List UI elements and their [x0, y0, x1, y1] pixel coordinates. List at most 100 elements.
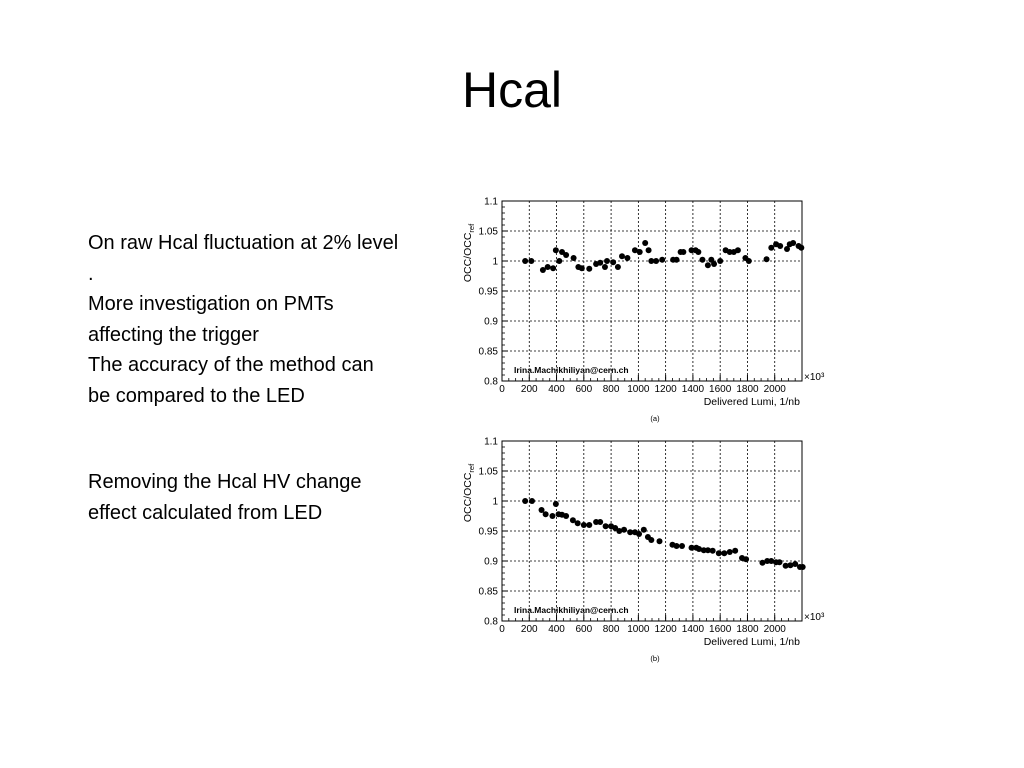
y-tick-label: 0.8	[484, 617, 498, 628]
data-point	[784, 246, 790, 252]
data-point	[640, 526, 647, 533]
y-tick-label: 1.1	[484, 437, 498, 448]
x-tick-label: 0	[499, 384, 505, 395]
y-tick-label: 0.95	[479, 287, 499, 298]
data-point	[798, 244, 805, 251]
text-line: On raw Hcal fluctuation at 2% level	[88, 232, 399, 254]
text-line: .	[88, 262, 94, 285]
data-point	[539, 267, 546, 273]
data-point	[776, 559, 783, 566]
x-tick-label: 1400	[682, 384, 705, 395]
y-tick-label: 1.05	[479, 467, 499, 478]
y-tick-label: 1.05	[479, 227, 499, 238]
x-multiplier: ×10³	[804, 372, 825, 383]
y-tick-label: 0.8	[484, 377, 498, 388]
data-point	[711, 261, 718, 267]
x-tick-label: 0	[499, 624, 505, 635]
data-point	[704, 262, 711, 269]
x-axis-label: Delivered Lumi, 1/nb	[704, 636, 800, 648]
x-tick-label: 1400	[682, 624, 705, 635]
data-point	[563, 252, 570, 258]
data-point	[673, 543, 680, 549]
x-tick-label: 2000	[764, 624, 787, 635]
x-tick-label: 2000	[764, 384, 787, 395]
data-point	[695, 249, 702, 255]
data-point	[552, 501, 559, 507]
scatter-plot: 0 200 400 600 800 1000 1200 1400 1600 1800 2000 0.8…	[462, 197, 825, 424]
data-points	[522, 498, 806, 570]
x-multiplier: ×10³	[804, 612, 825, 623]
y-axis: 0.8 0.85 0.9 0.95 1 1.05 1.1	[479, 197, 508, 388]
text-block-1: On raw Hcal fluctuation at 2% level . Mo…	[88, 228, 458, 411]
data-point	[627, 529, 634, 536]
data-point	[549, 513, 556, 519]
slide-title: Hcal	[461, 62, 563, 118]
data-point	[759, 559, 766, 566]
text-block-2: Removing the Hcal HV change effect calcu…	[88, 467, 458, 528]
data-point	[642, 240, 649, 246]
data-point	[601, 264, 608, 270]
data-point	[704, 547, 711, 554]
x-tick-label: 1600	[709, 624, 732, 635]
data-point	[528, 258, 535, 264]
data-point	[586, 522, 593, 528]
x-axis: 0 200 400 600 800 1000 1200 1400 1600 1800 2000	[499, 375, 796, 395]
data-point	[522, 498, 529, 504]
data-point	[696, 546, 703, 552]
data-point	[604, 258, 610, 264]
plot-a: 0 200 400 600 800 1000 1200 1400 1600 1800 2000 0.8…	[455, 188, 835, 428]
data-point	[614, 264, 621, 270]
text-line: The accuracy of the method can	[88, 354, 374, 376]
y-axis: 0.8 0.85 0.9 0.95 1 1.05 1.1	[479, 437, 508, 628]
data-point	[580, 522, 587, 528]
data-point	[619, 253, 625, 260]
data-point	[734, 247, 741, 254]
data-point	[636, 249, 643, 255]
data-point	[542, 511, 549, 518]
x-tick-label: 1800	[736, 624, 759, 635]
data-point	[556, 258, 563, 264]
data-point	[721, 550, 728, 557]
data-point	[688, 544, 695, 551]
y-axis-label-subscript: ref	[467, 463, 476, 473]
data-point	[768, 244, 775, 251]
data-point	[597, 519, 604, 525]
x-tick-label: 800	[603, 384, 620, 395]
x-tick-label: 1200	[655, 624, 678, 635]
data-point	[563, 513, 570, 519]
x-tick-label: 800	[603, 624, 620, 635]
text-line: affecting the trigger	[88, 323, 259, 346]
x-tick-label: 1600	[709, 384, 732, 395]
data-point	[732, 547, 739, 554]
x-tick-label: 1800	[736, 384, 759, 395]
y-tick-label: 1	[492, 497, 498, 508]
author-annotation: Irina.Machikhiliyan@cern.ch	[514, 605, 629, 615]
data-point	[763, 256, 770, 263]
data-point	[768, 558, 775, 564]
data-point	[792, 561, 799, 567]
data-point	[586, 265, 593, 272]
y-tick-label: 1.1	[484, 197, 498, 208]
data-point	[745, 258, 752, 264]
data-point	[717, 258, 724, 264]
data-point	[656, 538, 663, 545]
data-point	[578, 265, 585, 272]
data-point	[679, 543, 685, 549]
data-point	[787, 562, 794, 569]
data-point	[726, 549, 733, 555]
panel-label: (a)	[650, 414, 660, 423]
plot-b: 0 200 400 600 800 1000 1200 1400 1600 1800 2000 0.8…	[455, 428, 835, 668]
x-tick-label: 200	[521, 624, 538, 635]
text-line: be compared to the LED	[88, 384, 305, 407]
y-tick-label: 0.9	[484, 557, 498, 568]
data-points	[522, 240, 805, 273]
data-point	[544, 264, 551, 270]
data-point	[645, 247, 652, 254]
grid	[502, 201, 802, 381]
data-point	[648, 258, 655, 264]
scatter-plot: 0 200 400 600 800 1000 1200 1400 1600 1800 2000 0.8…	[462, 437, 825, 664]
data-point	[610, 259, 617, 266]
author-annotation: Irina.Machikhiliyan@cern.ch	[514, 365, 629, 375]
data-point	[550, 265, 557, 272]
y-tick-label: 0.9	[484, 317, 498, 328]
